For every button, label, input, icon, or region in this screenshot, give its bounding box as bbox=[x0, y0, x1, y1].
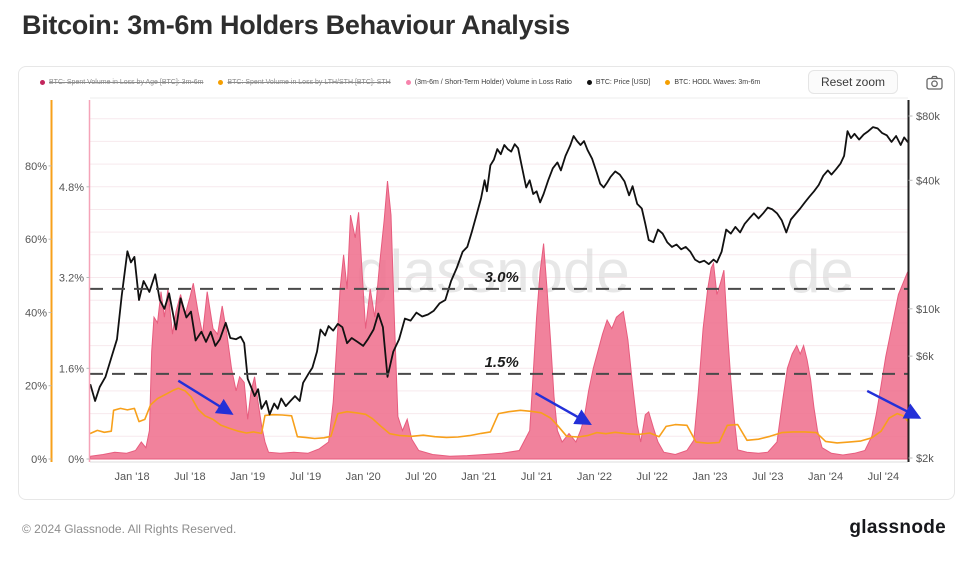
legend-item-0[interactable]: BTC: Spent Volume in Loss by Age [BTC]: … bbox=[40, 79, 203, 86]
y-axis-tick-label: 0% bbox=[31, 454, 47, 466]
footer-copyright: © 2024 Glassnode. All Rights Reserved. bbox=[22, 522, 237, 536]
y-axis-tick-label: 20% bbox=[25, 381, 47, 393]
y-axis-tick-label: 4.8% bbox=[59, 182, 84, 194]
camera-icon[interactable] bbox=[923, 72, 945, 92]
x-axis-tick-label: Jan '20 bbox=[346, 471, 381, 483]
y-axis-tick-label: 80% bbox=[25, 161, 47, 173]
x-axis-tick-label: Jul '22 bbox=[636, 471, 667, 483]
y-axis-tick-label: 60% bbox=[25, 234, 47, 246]
x-axis-tick-label: Jan '24 bbox=[808, 471, 843, 483]
chart-card bbox=[18, 66, 955, 500]
x-axis-tick-label: Jul '21 bbox=[521, 471, 552, 483]
y-axis-tick-label: $6k bbox=[916, 351, 934, 363]
legend-item-3[interactable]: BTC: Price [USD] bbox=[586, 78, 651, 86]
svg-text:de: de bbox=[787, 238, 854, 305]
legend-label: BTC: Spent Volume in Loss by LTH/STH [BT… bbox=[227, 78, 391, 86]
x-axis-tick-label: Jan '19 bbox=[230, 471, 265, 483]
legend-dot bbox=[40, 79, 45, 85]
legend-dot bbox=[405, 79, 411, 85]
legend-dot bbox=[218, 79, 224, 85]
y-axis-tick-label: 3.2% bbox=[59, 273, 84, 285]
legend-item-1[interactable]: BTC: Spent Volume in Loss by LTH/STH [BT… bbox=[218, 78, 391, 86]
y-axis-tick-label: $40k bbox=[916, 175, 940, 187]
legend-label: BTC: Price [USD] bbox=[595, 78, 651, 86]
y-axis-tick-label: 40% bbox=[25, 308, 47, 320]
x-axis-tick-label: Jul '19 bbox=[290, 471, 321, 483]
annotation-label: 1.5% bbox=[485, 354, 519, 371]
chart-legend: BTC: Spent Volume in Loss by Age [BTC]: … bbox=[18, 67, 955, 97]
x-axis-tick-label: Jan '23 bbox=[692, 471, 727, 483]
page-title: Bitcoin: 3m-6m Holders Behaviour Analysi… bbox=[22, 10, 570, 40]
x-axis-tick-label: Jan '18 bbox=[115, 471, 150, 483]
x-axis-tick-label: Jul '24 bbox=[868, 471, 899, 483]
x-axis-tick-label: Jul '23 bbox=[752, 471, 783, 483]
x-axis-tick-label: Jan '21 bbox=[461, 471, 496, 483]
axes: 0% 20% 40% 60% 80% 0% 1.6% 3.2% 4.8% $2k $6k $10k $4… bbox=[25, 100, 940, 483]
y-axis-tick-label: 0% bbox=[68, 454, 84, 466]
annotation-dashed-lines: 3.0% 1.5% bbox=[90, 269, 908, 375]
x-axis-tick-label: Jul '18 bbox=[174, 471, 205, 483]
legend-dot bbox=[586, 79, 592, 85]
data-series bbox=[90, 126, 909, 460]
annotation-arrows bbox=[177, 379, 922, 425]
legend-dot bbox=[665, 79, 671, 85]
glassnode-logo: glassnode bbox=[849, 517, 946, 538]
watermark: glassnode de bbox=[356, 238, 854, 305]
legend-label: BTC: HODL Waves: 3m-6m bbox=[674, 78, 761, 86]
legend-label: (3m-6m / Short-Term Holder) Volume in Lo… bbox=[414, 78, 572, 86]
legend-label: BTC: Spent Volume in Loss by Age [BTC]: … bbox=[49, 78, 204, 86]
annotation-label: 3.0% bbox=[485, 269, 519, 286]
y-axis-tick-label: $2k bbox=[916, 453, 934, 465]
y-axis-tick-label: $80k bbox=[916, 111, 940, 123]
x-axis-tick-label: Jan '22 bbox=[577, 471, 612, 483]
y-axis-tick-label: 1.6% bbox=[59, 363, 84, 375]
legend-item-2[interactable]: (3m-6m / Short-Term Holder) Volume in Lo… bbox=[405, 78, 572, 86]
legend-item-4[interactable]: BTC: HODL Waves: 3m-6m bbox=[665, 79, 760, 86]
y-axis-tick-label: $10k bbox=[916, 304, 940, 316]
x-axis-tick-label: Jul '20 bbox=[405, 471, 436, 483]
reset-zoom-button[interactable]: Reset zoom bbox=[807, 70, 898, 94]
svg-text:glassnode: glassnode bbox=[356, 238, 630, 305]
